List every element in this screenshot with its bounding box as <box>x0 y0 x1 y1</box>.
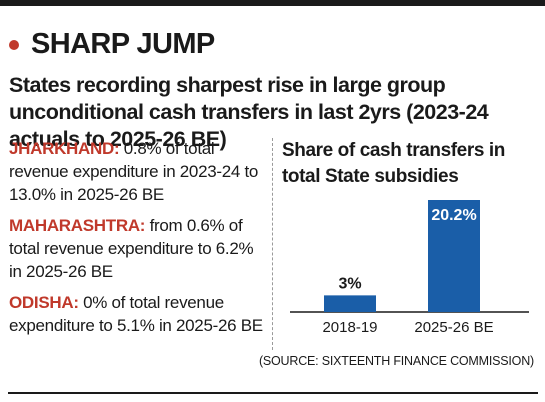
note-state-name: ODISHA: <box>9 293 79 312</box>
bar-chart: 3% 2018-19 20.2% 2025-26 BE <box>290 200 529 336</box>
source-note: (SOURCE: SIXTEENTH FINANCE COMMISSION) <box>258 354 534 368</box>
note-maharashtra: MAHARASHTRA: from 0.6% of total revenue … <box>9 214 269 283</box>
note-state-name: MAHARASHTRA: <box>9 216 146 235</box>
state-notes: JHARKHAND: 0.8% of total revenue expendi… <box>9 137 269 345</box>
note-text: 0% of total revenue expenditure to 5.1% … <box>9 293 263 335</box>
data-label: 3% <box>338 275 361 292</box>
chart-title: Share of cash transfers in total State s… <box>282 140 505 187</box>
x-tick-label: 2018-19 <box>322 319 377 336</box>
header: SHARP JUMP <box>9 30 215 59</box>
bar-2018-19 <box>324 295 376 312</box>
data-label: 20.2% <box>431 207 476 224</box>
bar-2025-26 BE <box>428 200 480 312</box>
x-tick-label: 2025-26 BE <box>414 319 493 336</box>
subheadline: States recording sharpest rise in large … <box>9 73 489 151</box>
note-odisha: ODISHA: 0% of total revenue expenditure … <box>9 291 269 337</box>
bullet-dot-icon <box>9 39 19 50</box>
column-divider <box>272 138 273 350</box>
note-jharkhand: JHARKHAND: 0.8% of total revenue expendi… <box>9 137 269 206</box>
note-text: from 0.6% of total revenue expenditure t… <box>9 216 254 281</box>
note-state-name: JHARKHAND: <box>9 139 120 158</box>
top-rule <box>0 0 545 6</box>
bottom-rule <box>8 392 538 394</box>
headline: SHARP JUMP <box>31 28 215 60</box>
note-text: 0.8% of total revenue expenditure in 202… <box>9 139 259 204</box>
